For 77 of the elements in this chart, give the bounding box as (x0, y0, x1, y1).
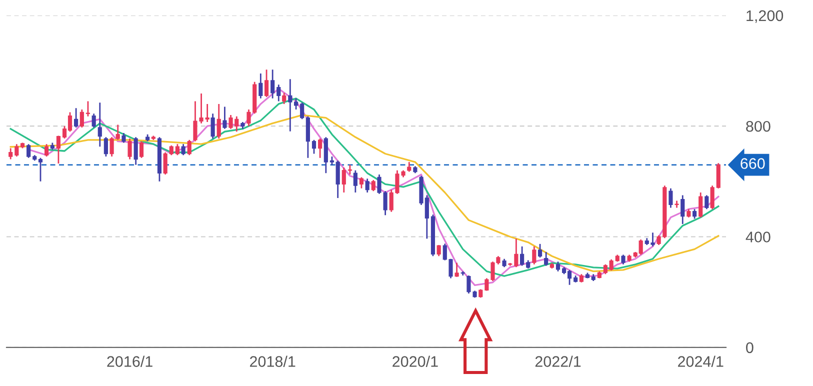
candlestick (288, 78, 292, 132)
candlestick (98, 102, 102, 148)
candlestick (104, 136, 108, 158)
candlestick (264, 68, 269, 98)
candlestick (603, 264, 608, 275)
candlestick (38, 157, 43, 182)
candlestick (324, 136, 328, 174)
x-tick-label: 2022/1 (535, 356, 581, 367)
candlestick (169, 144, 174, 156)
candlestick (110, 136, 114, 158)
candlestick (80, 108, 84, 128)
candlestick (556, 260, 560, 272)
candlestick (306, 116, 310, 159)
candlestick (74, 107, 78, 128)
y-tick-label: 800 (746, 120, 770, 132)
candlestick (222, 106, 227, 130)
y-tick-label: 400 (746, 232, 770, 242)
candlestick (514, 238, 518, 268)
candlestick (353, 170, 358, 194)
candlestick (276, 84, 281, 102)
candlestick (134, 136, 138, 166)
x-tick-label: 2020/1 (392, 356, 438, 367)
candlestick (56, 135, 61, 164)
x-tick-label: 2016/1 (107, 356, 152, 367)
candlestick (716, 162, 720, 190)
candlestick (205, 103, 210, 123)
candlestick (318, 138, 322, 159)
candlestick (282, 92, 286, 105)
candlestick (26, 143, 31, 159)
candlestick (210, 112, 215, 140)
candlestick (270, 68, 275, 100)
candlestick (163, 152, 168, 176)
candlestick (181, 143, 186, 156)
candlestick (187, 139, 192, 156)
candlestick (365, 178, 370, 194)
candlestick (8, 148, 13, 160)
candlestick (92, 112, 96, 128)
candlestick (609, 258, 614, 272)
candlestick (454, 262, 459, 278)
candlestick (544, 251, 548, 266)
x-tick-label: 2024/1 (678, 356, 724, 367)
candlestick (680, 194, 685, 225)
candlestick (692, 208, 697, 220)
candlestick (668, 188, 673, 208)
candlestick (122, 132, 126, 144)
candlestick (710, 184, 714, 210)
candlestick (14, 143, 19, 158)
candlestick (436, 244, 441, 257)
candlestick (44, 143, 49, 158)
candlestick (621, 254, 626, 266)
candlestick (538, 243, 542, 258)
candlestick (377, 174, 382, 195)
candlestick (407, 161, 412, 172)
candlestick (312, 139, 316, 154)
candlestick (532, 246, 536, 266)
candlestick (128, 138, 132, 160)
candlestick (175, 143, 180, 156)
candlestick (704, 194, 709, 210)
candlestick (371, 179, 376, 192)
y-tick-label: 0 (746, 342, 754, 354)
y-tick-label: 1,200 (746, 10, 784, 23)
candlestick (86, 100, 90, 118)
candlestick (300, 102, 304, 120)
ref-line-label: 660 (740, 158, 765, 169)
candlestick (216, 103, 221, 140)
candlestick (383, 190, 388, 216)
candlestick (336, 160, 340, 199)
candlestick (139, 140, 144, 159)
x-tick-label: 2018/1 (250, 356, 296, 367)
candlestick (116, 124, 120, 141)
candlestick (698, 192, 703, 218)
candlestick (484, 278, 489, 292)
candlestick (359, 176, 364, 190)
candlestick (342, 166, 346, 194)
candlestick (520, 246, 524, 266)
candlestick (294, 98, 298, 110)
candlestick (258, 72, 263, 100)
